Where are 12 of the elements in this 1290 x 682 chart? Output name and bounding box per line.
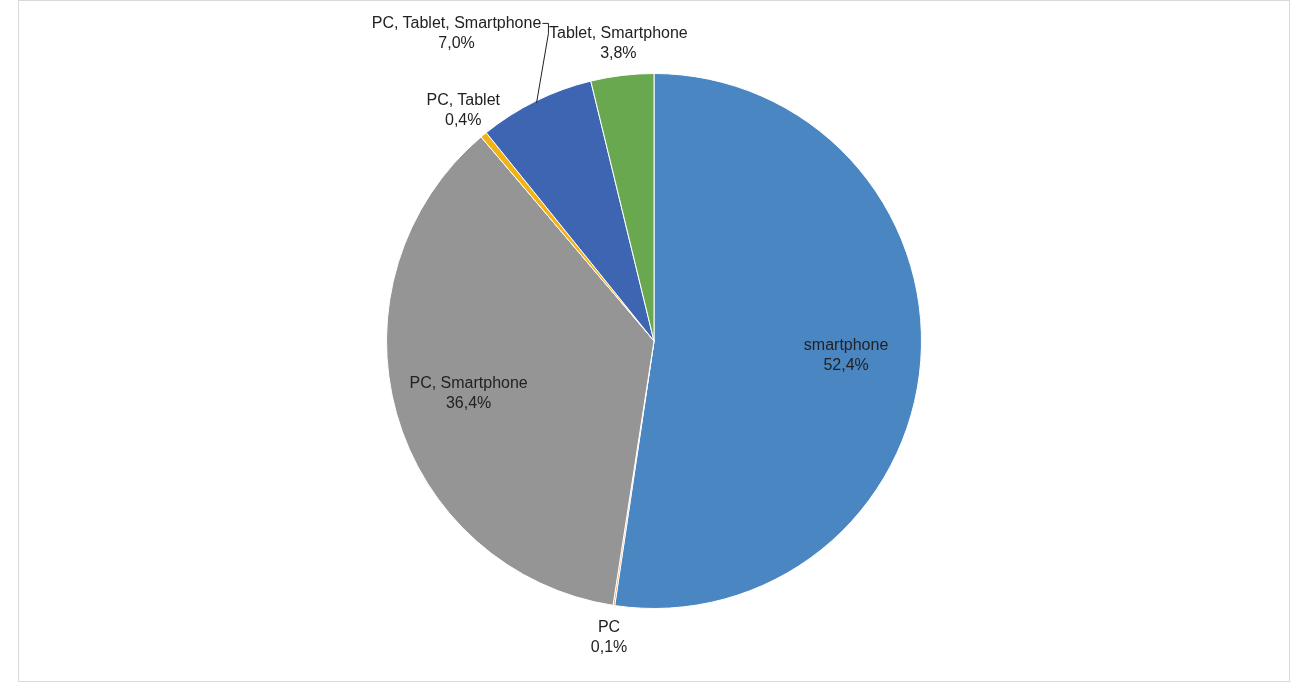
data-label: 52,4% — [823, 355, 869, 373]
slice-label: PC, Tablet, Smartphone — [371, 13, 542, 31]
data-label: 36,4% — [445, 393, 492, 411]
slice-label: PC, Smartphone — [409, 373, 528, 391]
slice-label: smartphone — [803, 335, 889, 353]
slice-label: PC, Tablet — [426, 90, 501, 108]
slice-label: PC — [597, 617, 621, 635]
data-label: 0,4% — [445, 110, 482, 128]
data-label: 7,0% — [438, 33, 475, 51]
slice-label: Tablet, Smartphone — [548, 24, 688, 42]
data-label: 3,8% — [600, 44, 637, 62]
data-label: 0,1% — [590, 637, 628, 655]
